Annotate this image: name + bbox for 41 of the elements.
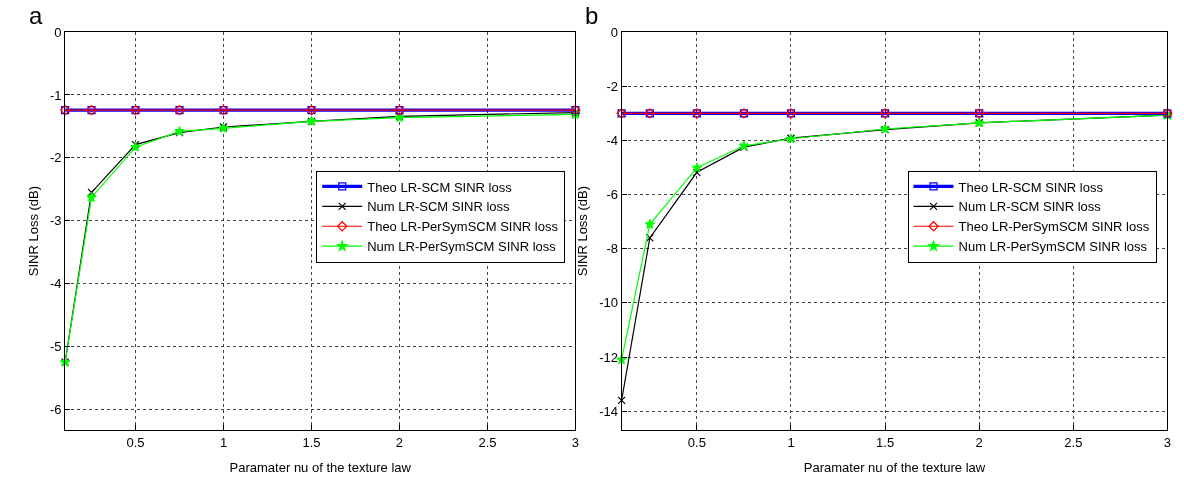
x-tick-label: 2.5 — [478, 434, 497, 450]
x-tick-label: 0.5 — [126, 434, 145, 450]
legend-label: Num LR-SCM SINR loss — [367, 199, 511, 215]
legend-label: Theo LR-PerSymSCM SINR loss — [958, 219, 1150, 235]
x-tick-label: 1 — [787, 434, 795, 450]
y-axis-title: SINR Loss (dB) — [575, 185, 591, 277]
y-tick-label: -14 — [599, 403, 618, 419]
x-tick-label: 1 — [219, 434, 228, 450]
legend-label: Theo LR-SCM SINR loss — [958, 179, 1104, 195]
y-tick-label: -1 — [49, 87, 62, 103]
x-tick-label: 3 — [571, 434, 580, 450]
y-tick-label: -2 — [49, 150, 62, 166]
x-axis-title: Paramater nu of the texture law — [803, 460, 986, 476]
y-axis-title: SINR Loss (dB) — [25, 185, 41, 277]
y-tick-label: 0 — [54, 24, 62, 40]
legend-label: Num LR-PerSymSCM SINR loss — [958, 239, 1148, 255]
y-tick-label: -6 — [49, 401, 62, 417]
legend-label: Num LR-PerSymSCM SINR loss — [367, 239, 557, 255]
y-tick-label: -3 — [49, 213, 62, 229]
chart-title: a — [29, 2, 43, 29]
y-tick-label: -12 — [599, 349, 618, 365]
legend-label: Theo LR-SCM SINR loss — [367, 179, 513, 195]
x-tick-label: 1.5 — [302, 434, 321, 450]
x-tick-label: 2 — [975, 434, 983, 450]
y-tick-label: 0 — [610, 24, 618, 40]
legend-label: Theo LR-PerSymSCM SINR loss — [367, 219, 559, 235]
y-tick-label: -10 — [599, 295, 618, 311]
x-axis-title: Paramater nu of the texture law — [229, 460, 412, 476]
x-tick-label: 1.5 — [876, 434, 895, 450]
chart-title: b — [585, 2, 599, 29]
y-tick-label: -4 — [49, 276, 62, 292]
legend-label: Num LR-SCM SINR loss — [958, 199, 1102, 215]
x-tick-label: 2 — [395, 434, 404, 450]
x-tick-label: 3 — [1163, 434, 1172, 450]
y-tick-label: -4 — [606, 132, 618, 148]
y-tick-label: -6 — [606, 187, 618, 203]
y-tick-label: -8 — [606, 241, 618, 257]
y-tick-label: -5 — [49, 339, 62, 355]
y-tick-label: -2 — [606, 78, 618, 94]
x-tick-label: 2.5 — [1064, 434, 1083, 450]
x-tick-label: 0.5 — [687, 434, 706, 450]
